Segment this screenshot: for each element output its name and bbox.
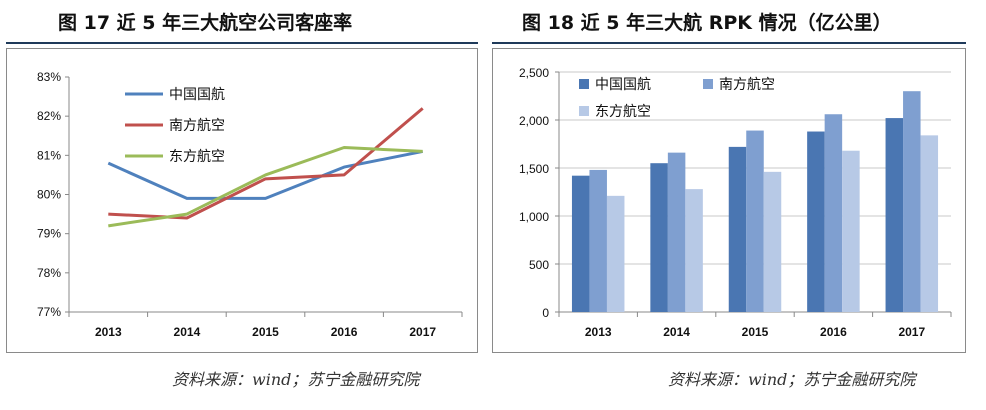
- bar-2015-1: [728, 146, 747, 312]
- bar-2016-2: [824, 114, 843, 313]
- left-title-rule: [6, 42, 478, 44]
- x-tick-label: 2014: [663, 325, 690, 339]
- right-title-rule: [492, 42, 966, 44]
- legend-label-3: 东方航空: [169, 149, 225, 165]
- series-line-1: [107, 149, 423, 200]
- x-tick-label: 2017: [409, 325, 436, 339]
- rpk-chart-panel: 0 500 1,000 1,500 2,000 2,500 2013 2014 2015 2016…: [492, 48, 966, 353]
- legend-swatch-3: [579, 106, 589, 116]
- legend-label-1: 中国国航: [595, 77, 651, 93]
- bar-2014-2: [667, 152, 686, 312]
- load-factor-line-chart: 77% 78% 79% 80% 81% 82% 83% 2013 2014 2015 2016 201…: [37, 70, 463, 339]
- y-tick-label: 77%: [37, 305, 61, 319]
- y-tick-label: 1,000: [519, 210, 549, 224]
- x-tick-label: 2016: [820, 325, 847, 339]
- x-tick-label: 2013: [95, 325, 122, 339]
- bar-2017-1: [885, 118, 904, 312]
- y-tick-label: 2,000: [519, 114, 549, 128]
- legend-label-2: 南方航空: [169, 118, 225, 134]
- bar-2015-2: [746, 130, 764, 312]
- bar-2014-3: [685, 189, 703, 312]
- y-tick-label: 83%: [37, 70, 61, 84]
- legend-label-3: 东方航空: [595, 104, 651, 120]
- bar-2015-3: [763, 171, 782, 312]
- y-tick-label: 1,500: [519, 162, 549, 176]
- bar-2016-3: [842, 150, 860, 312]
- legend-label-2: 南方航空: [719, 77, 775, 93]
- legend-swatch-2: [703, 79, 713, 89]
- bar-2016-1: [807, 131, 825, 312]
- left-chart-source: 资料来源：wind；苏宁金融研究院: [172, 370, 420, 389]
- series-line-3: [108, 146, 423, 228]
- legend-label-1: 中国国航: [169, 87, 225, 103]
- x-tick-label: 2015: [742, 325, 769, 339]
- x-tick-label: 2015: [252, 325, 279, 339]
- right-chart-source: 资料来源：wind；苏宁金融研究院: [668, 370, 916, 389]
- x-tick-label: 2016: [331, 325, 358, 339]
- y-tick-label: 81%: [37, 148, 61, 162]
- bar-2014-1: [650, 163, 668, 312]
- y-tick-label: 0: [542, 306, 549, 320]
- x-tick-label: 2014: [174, 325, 201, 339]
- load-factor-chart-panel: 77% 78% 79% 80% 81% 82% 83% 2013 2014 2015 2016 201…: [6, 48, 478, 353]
- bar-2013-1: [571, 175, 590, 312]
- y-tick-label: 82%: [37, 109, 61, 123]
- y-tick-label: 80%: [37, 188, 61, 202]
- x-tick-label: 2017: [898, 325, 925, 339]
- bar-2013-2: [589, 169, 607, 312]
- bar-2017-3: [920, 135, 939, 312]
- right-chart-title: 图 18 近 5 年三大航 RPK 情况（亿公里）: [522, 12, 892, 34]
- rpk-bar-chart: 0 500 1,000 1,500 2,000 2,500 2013 2014 2015 2016…: [519, 66, 952, 339]
- y-tick-label: 79%: [37, 227, 61, 241]
- left-chart-title: 图 17 近 5 年三大航空公司客座率: [58, 12, 353, 34]
- y-tick-label: 78%: [37, 266, 61, 280]
- bar-2017-2: [903, 91, 921, 312]
- y-tick-label: 2,500: [519, 66, 549, 80]
- bar-2013-3: [606, 195, 625, 312]
- y-tick-label: 500: [529, 258, 549, 272]
- x-tick-label: 2013: [585, 325, 612, 339]
- legend-swatch-1: [579, 79, 589, 89]
